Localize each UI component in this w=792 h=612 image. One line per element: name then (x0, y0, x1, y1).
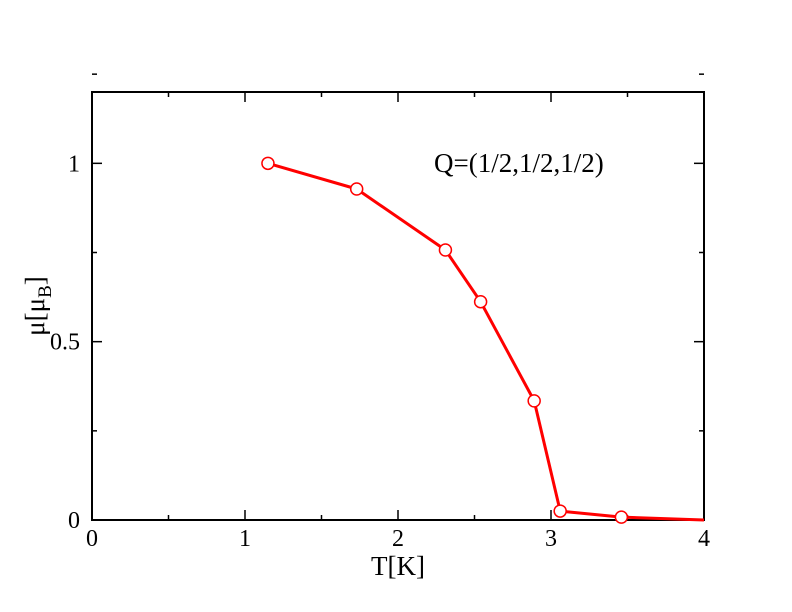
plot-frame (91, 91, 705, 521)
tick-labels: 0 1 2 3 4 0 0.5 1 (50, 151, 710, 552)
series-line (267, 161, 705, 522)
y-tick-label: 1 (68, 151, 80, 177)
data-point (349, 182, 364, 196)
data-point (473, 294, 488, 309)
data-point (614, 510, 629, 524)
data-point (261, 156, 275, 171)
q-vector-annotation: Q=(1/2,1/2,1/2) (434, 148, 604, 178)
data-series (261, 156, 705, 524)
x-tick-label: 2 (392, 526, 404, 552)
y-axis-title-subscript: B (35, 285, 56, 298)
data-point (553, 504, 567, 518)
y-tick-label: 0.5 (50, 330, 80, 356)
y-tick-label: 0 (68, 508, 80, 534)
x-tick-label: 4 (698, 526, 710, 552)
x-tick-label: 1 (239, 526, 251, 552)
x-tick-label: 3 (545, 526, 557, 552)
y-axis-title-base: μ[μ (20, 298, 50, 336)
y-axis-title-close: ] (20, 276, 50, 285)
x-axis-title: T[K] (371, 551, 425, 581)
axis-ticks (91, 73, 705, 521)
data-point (527, 394, 541, 408)
data-point (438, 243, 453, 257)
y-axis-title: μ[μB] (20, 276, 56, 336)
x-tick-label: 0 (86, 526, 98, 552)
